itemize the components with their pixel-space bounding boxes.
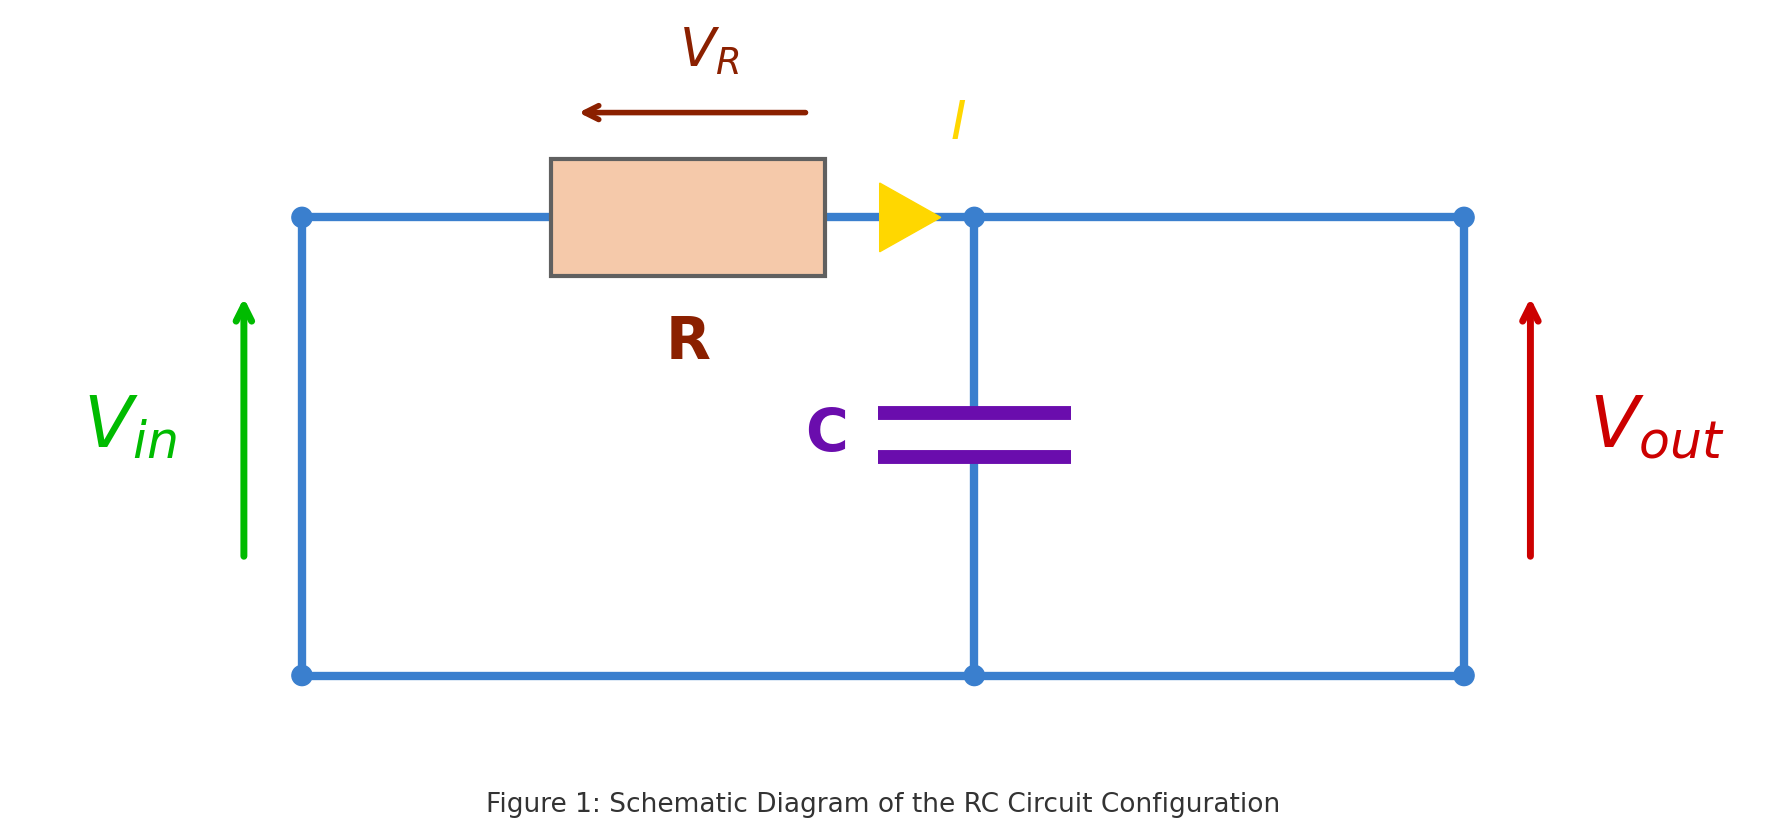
Text: C: C: [805, 406, 848, 463]
Text: Figure 1: Schematic Diagram of the RC Circuit Configuration: Figure 1: Schematic Diagram of the RC Ci…: [486, 792, 1280, 818]
Circle shape: [1453, 207, 1475, 227]
Text: R: R: [666, 315, 710, 372]
Text: $V_{in}$: $V_{in}$: [83, 392, 178, 462]
Text: $V_R$: $V_R$: [678, 26, 738, 78]
Bar: [551, 159, 825, 276]
Circle shape: [291, 207, 313, 227]
Text: $I$: $I$: [950, 98, 966, 150]
Polygon shape: [879, 183, 941, 252]
Circle shape: [964, 207, 984, 227]
Circle shape: [964, 666, 984, 686]
Circle shape: [291, 666, 313, 686]
Circle shape: [1453, 666, 1475, 686]
Text: $V_{out}$: $V_{out}$: [1589, 392, 1724, 462]
